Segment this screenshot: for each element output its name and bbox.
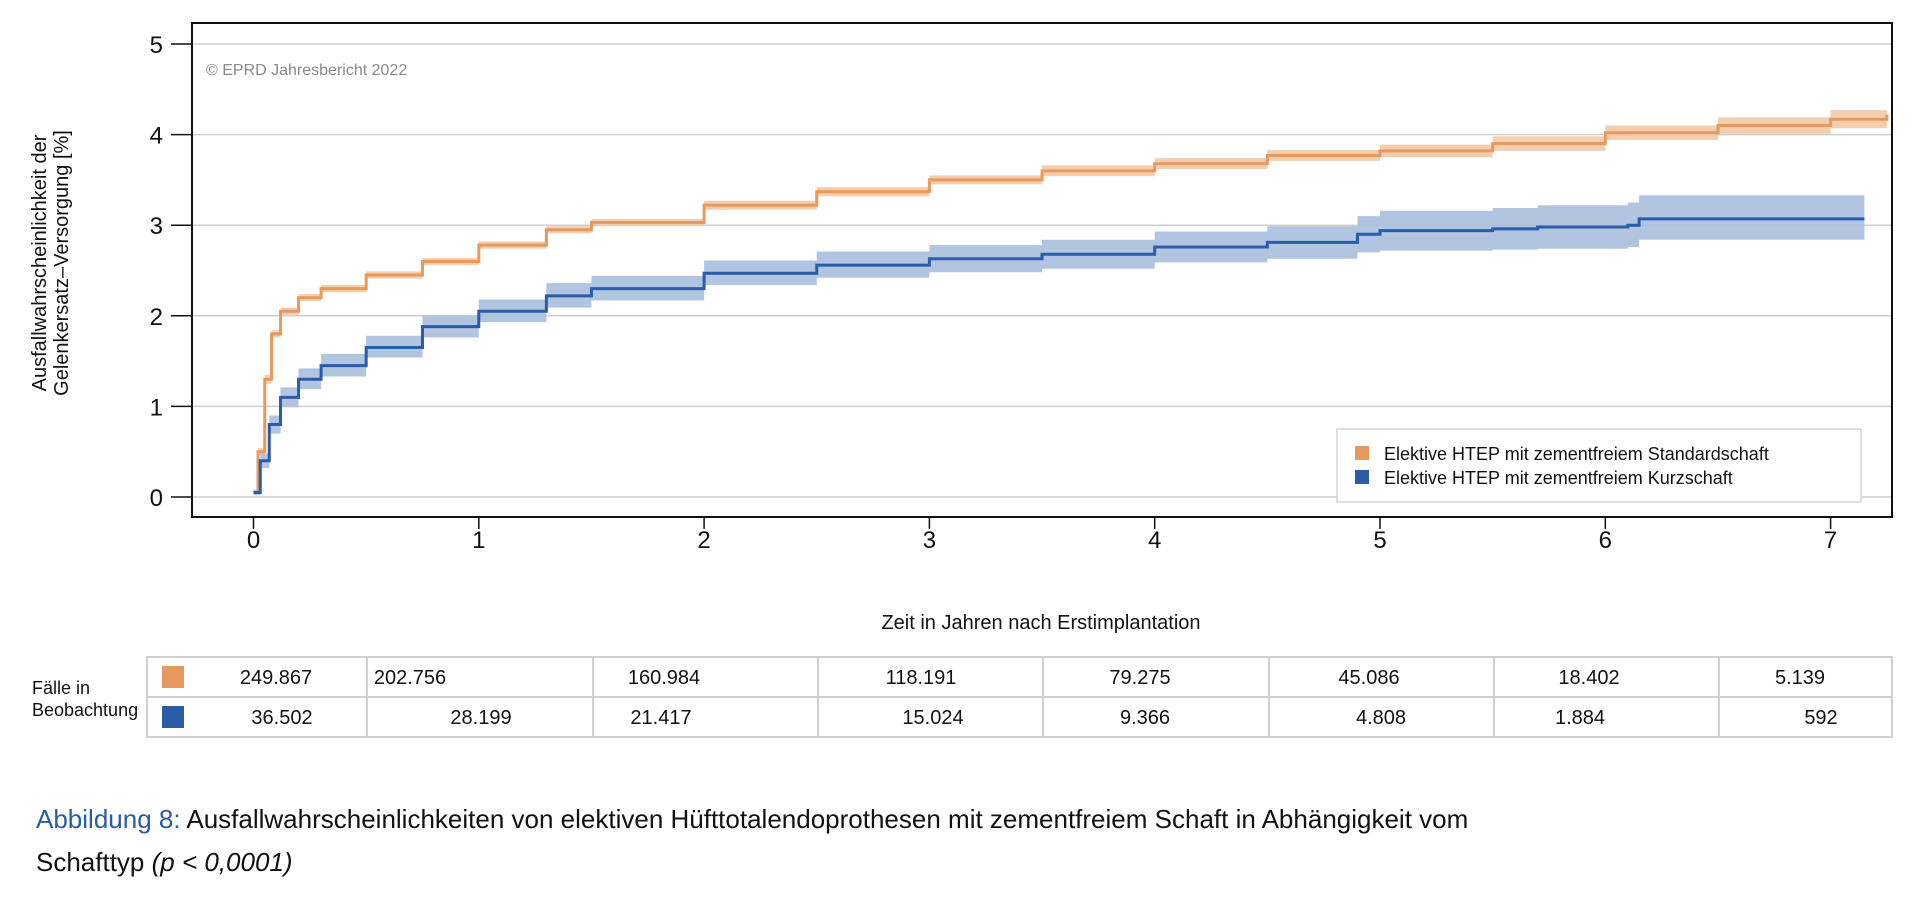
caption-line2: Schafttyp (p < 0,0001) — [36, 847, 293, 877]
risk-table-label-line1: Fälle in — [32, 678, 90, 698]
table-cell: 1.884 — [1555, 707, 1605, 729]
x-tick-label-2: 2 — [697, 527, 710, 554]
caption-text: Ausfallwahrscheinlichkeiten von elektive… — [181, 804, 1469, 834]
x-tick-label-6: 6 — [1599, 527, 1612, 554]
table-cell: 5.139 — [1775, 667, 1825, 689]
x-axis: 0 1 2 3 4 5 6 7 — [247, 517, 1837, 554]
y-tick-label-2: 2 — [150, 304, 163, 331]
legend-label-kurzschaft: Elektive HTEP mit zementfreiem Kurzschaf… — [1384, 468, 1733, 488]
legend-box — [1336, 428, 1862, 503]
y-tick-label-3: 3 — [150, 213, 163, 240]
legend-label-standardschaft: Elektive HTEP mit zementfreiem Standards… — [1384, 444, 1769, 464]
table-row-swatch-1 — [162, 706, 184, 728]
y-tick-label-4: 4 — [150, 123, 163, 150]
legend: Elektive HTEP mit zementfreiem Standards… — [1336, 428, 1862, 503]
table-row-swatch-0 — [162, 666, 184, 688]
y-tick-label-5: 5 — [150, 32, 163, 59]
caption: Abbildung 8: Ausfallwahrscheinlichkeiten… — [36, 804, 1468, 877]
x-tick-label-7: 7 — [1824, 527, 1837, 554]
series-line-1 — [253, 217, 1865, 494]
y-axis-title-line2: Gelenkersatz–Versorgung [%] — [51, 130, 73, 396]
x-tick-label-3: 3 — [923, 527, 936, 554]
caption-line1: Abbildung 8: Ausfallwahrscheinlichkeiten… — [36, 804, 1468, 834]
x-axis-title: Zeit in Jahren nach Erstimplantation — [881, 612, 1200, 634]
table-cell: 79.275 — [1109, 667, 1170, 689]
table-cell: 28.199 — [450, 707, 511, 729]
table-cell: 160.984 — [628, 667, 700, 689]
y-axis-title: Ausfallwahrscheinlichkeit der Gelenkersa… — [29, 130, 73, 396]
risk-table-label-line2: Beobachtung — [32, 700, 138, 720]
x-tick-label-1: 1 — [472, 527, 485, 554]
x-tick-label-4: 4 — [1148, 527, 1161, 554]
y-tick-label-1: 1 — [150, 394, 163, 421]
legend-swatch-kurzschaft — [1355, 470, 1369, 484]
table-cell: 15.024 — [902, 707, 963, 729]
series-lines — [253, 114, 1889, 494]
y-axis-title-line1: Ausfallwahrscheinlichkeit der — [29, 134, 51, 391]
risk-table: Fälle in Beobachtung 249.867 202.756 160.9… — [32, 656, 1893, 738]
table-cell: 18.402 — [1558, 667, 1619, 689]
table-cell: 45.086 — [1338, 667, 1399, 689]
table-cell: 4.808 — [1356, 707, 1406, 729]
series-line-0 — [253, 114, 1889, 494]
caption-pvalue: (p < 0,0001) — [152, 847, 293, 877]
watermark: © EPRD Jahresbericht 2022 — [206, 62, 407, 79]
plot-frame — [191, 22, 1893, 518]
y-tick-label-0: 0 — [150, 485, 163, 512]
x-tick-label-5: 5 — [1373, 527, 1386, 554]
legend-swatch-standardschaft — [1355, 446, 1369, 460]
x-tick-label-0: 0 — [247, 527, 260, 554]
y-axis: 0 1 2 3 4 5 — [150, 32, 192, 512]
table-cell: 36.502 — [251, 707, 312, 729]
caption-prefix: Abbildung 8: — [36, 804, 181, 834]
table-cell: 21.417 — [630, 707, 691, 729]
table-cell: 202.756 — [374, 667, 446, 689]
caption-text-2: Schafttyp — [36, 847, 152, 877]
table-cell: 249.867 — [240, 667, 312, 689]
table-cell: 9.366 — [1120, 707, 1170, 729]
table-cell: 118.191 — [886, 667, 957, 689]
table-cell: 592 — [1804, 707, 1837, 729]
